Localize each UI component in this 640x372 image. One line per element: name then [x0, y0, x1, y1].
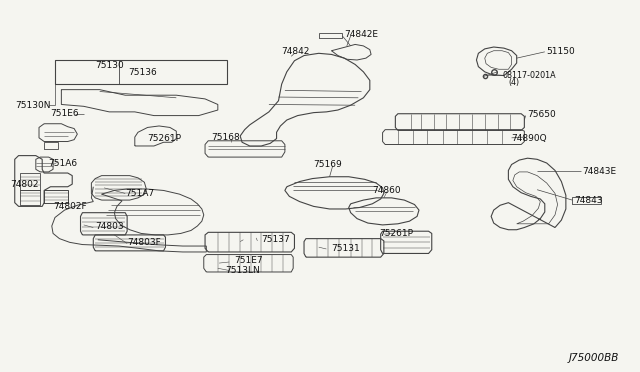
- Text: 74803: 74803: [95, 221, 124, 231]
- Text: 75169: 75169: [314, 160, 342, 169]
- Text: 74802F: 74802F: [53, 202, 86, 211]
- Text: J75000BB: J75000BB: [568, 353, 619, 363]
- Text: 75137: 75137: [261, 235, 290, 244]
- Text: 74842: 74842: [282, 47, 310, 56]
- Text: 751A6: 751A6: [49, 158, 77, 167]
- Text: (4): (4): [508, 78, 520, 87]
- Text: 08117-0201A: 08117-0201A: [502, 71, 556, 80]
- Text: 51150: 51150: [546, 47, 575, 56]
- Text: 74860: 74860: [372, 186, 401, 195]
- Text: 751E6: 751E6: [51, 109, 79, 118]
- Text: 75130N: 75130N: [15, 101, 51, 110]
- Text: 74803F: 74803F: [127, 238, 161, 247]
- Text: 751A7: 751A7: [125, 189, 154, 198]
- Text: 75131: 75131: [332, 244, 360, 253]
- Text: 74843E: 74843E: [582, 167, 616, 176]
- Text: 75130: 75130: [95, 61, 124, 70]
- Text: 74802: 74802: [10, 180, 39, 189]
- Text: 74890Q: 74890Q: [511, 134, 547, 143]
- Text: 751E7: 751E7: [234, 256, 262, 265]
- Text: 75168: 75168: [211, 133, 240, 142]
- Text: 7513LN: 7513LN: [225, 266, 260, 275]
- Text: 75650: 75650: [527, 110, 556, 119]
- Text: 75261P: 75261P: [148, 134, 182, 143]
- Text: 74843: 74843: [574, 196, 603, 205]
- Text: 74842E: 74842E: [344, 30, 378, 39]
- Text: 75261P: 75261P: [379, 229, 413, 238]
- Text: 75136: 75136: [129, 68, 157, 77]
